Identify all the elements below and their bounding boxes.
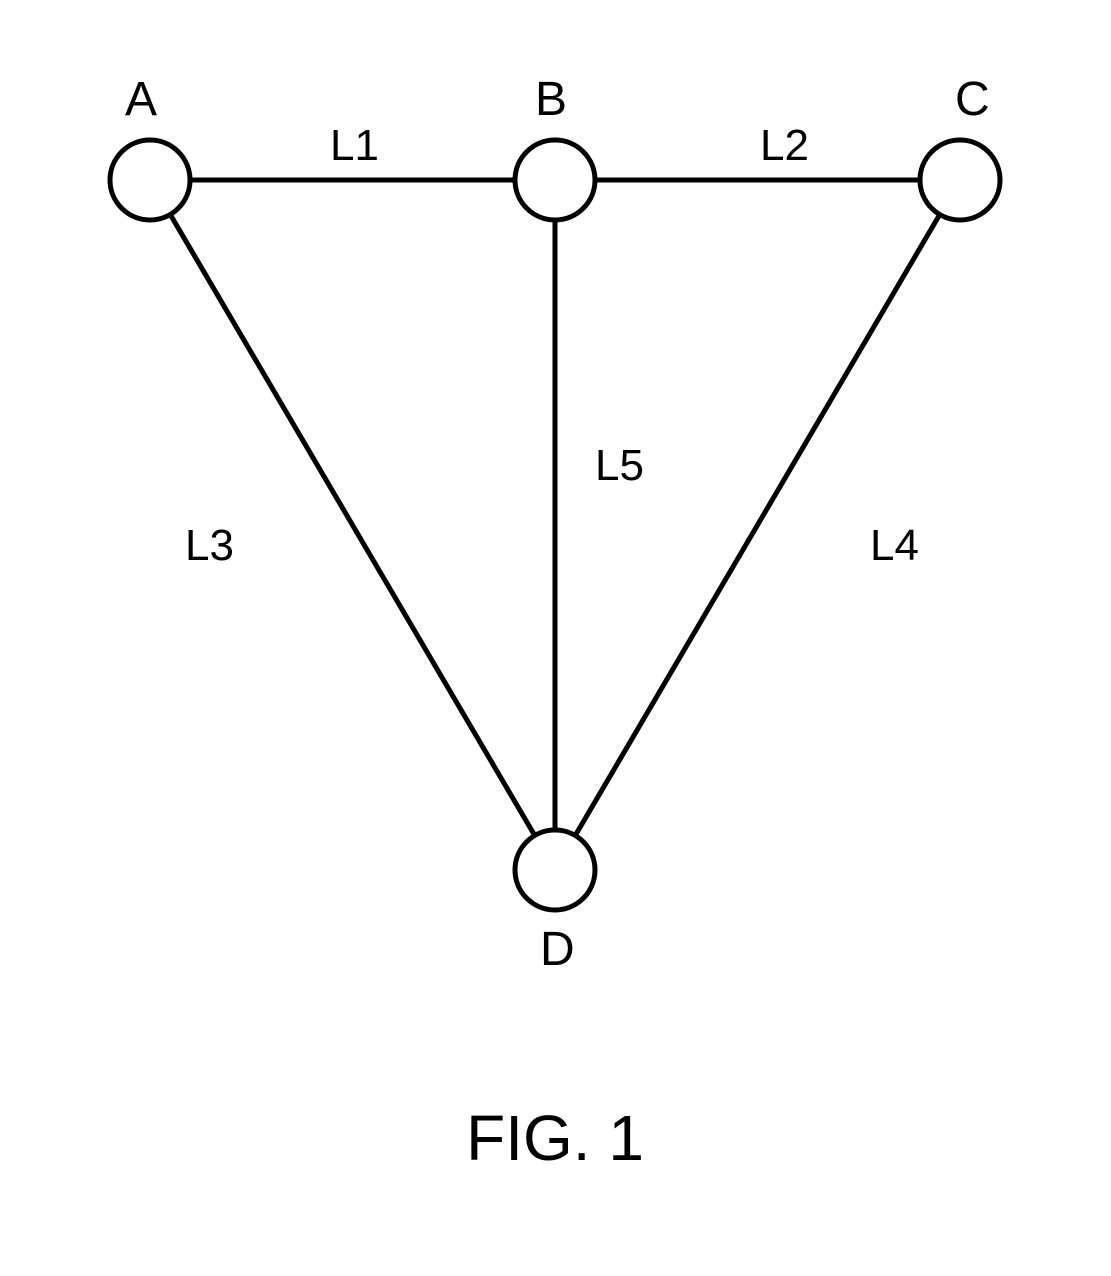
node-label-b: B: [535, 73, 567, 126]
edge-label-l2: L2: [760, 121, 809, 170]
edge-label-l3: L3: [185, 521, 234, 570]
node-d: [515, 830, 595, 910]
node-b: [515, 140, 595, 220]
node-label-c: C: [955, 73, 990, 126]
edge-label-l5: L5: [595, 441, 644, 490]
figure-caption: FIG. 1: [466, 1102, 644, 1174]
node-a: [110, 140, 190, 220]
node-label-d: D: [540, 923, 575, 976]
figure-canvas: A B C D L1 L2 L3 L4 L5 FIG. 1: [0, 0, 1111, 1276]
edge-label-l1: L1: [330, 121, 379, 170]
node-c: [920, 140, 1000, 220]
edges-group: [170, 180, 940, 836]
node-label-a: A: [125, 73, 157, 126]
edge-label-l4: L4: [870, 521, 919, 570]
